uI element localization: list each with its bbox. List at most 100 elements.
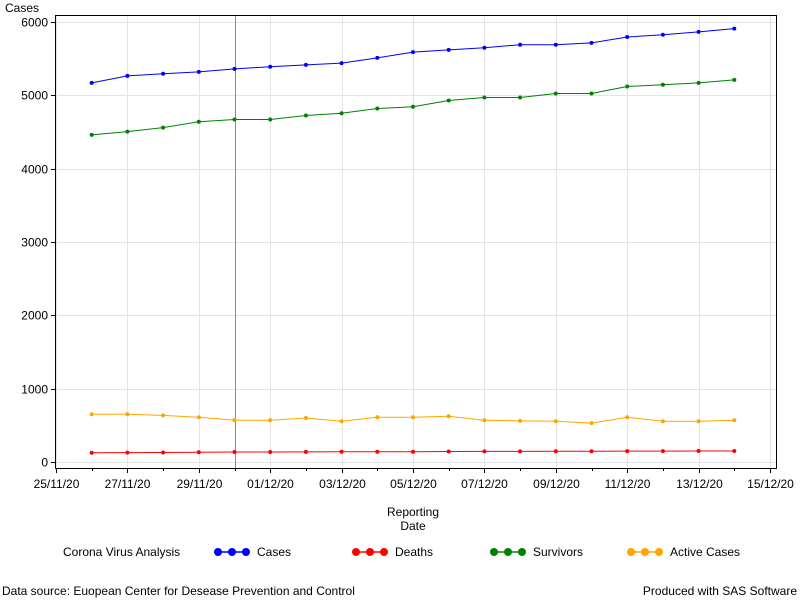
legend-swatch-survivors: [490, 548, 526, 556]
point-survivors-18: [732, 77, 737, 82]
point-survivors-17: [696, 80, 701, 85]
point-cases-14: [589, 40, 594, 45]
point-cases-16: [660, 32, 665, 37]
point-cases-8: [375, 55, 380, 60]
point-cases-2: [161, 71, 166, 76]
x-tick-label-13-12-20: 13/12/20: [676, 477, 723, 491]
point-deaths-7: [339, 449, 344, 454]
point-cases-4: [232, 66, 237, 71]
point-deaths-6: [303, 449, 308, 454]
point-survivors-6: [303, 113, 308, 118]
y-tick-label-3000: 3000: [21, 236, 48, 250]
point-active-cases-14: [589, 421, 594, 426]
legend-swatch-dot-cases-0: [214, 548, 222, 556]
point-active-cases-3: [196, 415, 201, 420]
legend-swatch-deaths: [352, 548, 388, 556]
point-survivors-14: [589, 91, 594, 96]
point-deaths-18: [732, 449, 737, 453]
point-deaths-5: [268, 450, 273, 454]
x-tick-label-25-11-20: 25/11/20: [34, 477, 80, 491]
legend-swatch-dot-cases-2: [242, 548, 250, 556]
point-deaths-13: [553, 449, 558, 454]
legend-swatch-dot-survivors-1: [504, 548, 512, 556]
point-active-cases-13: [553, 419, 558, 424]
footnote-data-source: Data source: Euopean Center for Desease …: [2, 584, 355, 598]
point-survivors-0: [89, 132, 94, 137]
axes: 0 1000 2000 3000 4000 5000 6000 25/11/20 27/11/2…: [21, 16, 794, 492]
point-cases-3: [196, 69, 201, 74]
legend-label-cases: Cases: [257, 545, 292, 559]
point-cases-5: [268, 64, 273, 69]
point-survivors-16: [660, 82, 665, 87]
point-survivors-3: [196, 119, 201, 124]
legend-item-deaths: Deaths: [352, 545, 433, 559]
legend-swatch-dot-cases-1: [228, 548, 236, 556]
point-deaths-1: [125, 450, 130, 455]
x-tick-label-09-12-20: 09/12/20: [533, 477, 580, 491]
point-active-cases-12: [518, 418, 523, 423]
point-cases-12: [518, 42, 523, 47]
point-survivors-8: [375, 106, 380, 111]
x-tick-label-03-12-20: 03/12/20: [319, 477, 366, 491]
legend-swatch-dot-deaths-2: [380, 548, 388, 556]
y-tick-label-6000: 6000: [21, 16, 48, 30]
point-active-cases-15: [625, 415, 630, 420]
x-tick-label-15-12-20: 15/12/20: [747, 477, 794, 491]
legend-title: Corona Virus Analysis: [63, 545, 181, 559]
point-deaths-0: [89, 450, 94, 455]
point-deaths-8: [375, 449, 380, 454]
legend-swatch-dot-survivors-2: [518, 548, 526, 556]
point-active-cases-2: [161, 413, 166, 418]
point-survivors-7: [339, 111, 344, 116]
legend-swatch-active-cases: [627, 548, 663, 556]
x-axis-label-line1: Reporting: [387, 505, 439, 519]
point-deaths-17: [696, 449, 701, 453]
point-survivors-5: [268, 117, 273, 122]
point-active-cases-8: [375, 415, 380, 420]
x-tick-label-07-12-20: 07/12/20: [461, 477, 508, 491]
y-tick-label-5000: 5000: [21, 89, 48, 103]
point-active-cases-1: [125, 412, 130, 417]
legend-label-survivors: Survivors: [533, 545, 584, 559]
x-tick-label-29-11-20: 29/11/20: [177, 477, 223, 491]
point-deaths-4: [232, 450, 237, 454]
legend-swatch-dot-survivors-0: [490, 548, 498, 556]
point-active-cases-10: [446, 414, 451, 419]
point-cases-7: [339, 61, 344, 66]
point-deaths-11: [482, 449, 487, 454]
point-survivors-15: [625, 84, 630, 89]
point-cases-17: [696, 29, 701, 34]
point-deaths-14: [589, 449, 594, 454]
point-cases-10: [446, 47, 451, 52]
point-deaths-15: [625, 449, 630, 454]
y-tick-label-2000: 2000: [21, 309, 48, 323]
point-survivors-12: [518, 95, 523, 100]
point-survivors-4: [232, 117, 237, 122]
point-deaths-10: [446, 449, 451, 454]
point-deaths-9: [411, 449, 415, 454]
point-deaths-2: [161, 450, 166, 455]
point-active-cases-6: [303, 416, 308, 420]
point-cases-13: [553, 42, 558, 47]
point-cases-0: [89, 80, 94, 85]
legend-item-cases: Cases: [214, 545, 291, 559]
legend-swatch-dot-deaths-0: [352, 548, 360, 556]
point-survivors-13: [553, 91, 558, 96]
y-tick-label-1000: 1000: [21, 383, 48, 397]
legend-swatch-dot-active-cases-2: [655, 548, 663, 556]
legend: Corona Virus Analysis Cases Deaths Survi…: [0, 544, 800, 562]
x-tick-label-05-12-20: 05/12/20: [390, 477, 437, 491]
point-active-cases-7: [339, 419, 344, 424]
point-cases-6: [303, 62, 308, 67]
point-cases-1: [125, 73, 130, 78]
point-survivors-10: [446, 98, 451, 103]
legend-label-active-cases: Active Cases: [670, 545, 741, 559]
legend-swatch-dot-active-cases-1: [641, 548, 649, 556]
point-active-cases-17: [696, 419, 701, 424]
point-survivors-11: [482, 95, 487, 100]
y-tick-label-4000: 4000: [21, 163, 48, 177]
point-cases-9: [411, 50, 415, 55]
point-cases-11: [482, 45, 487, 50]
x-tick-label-11-12-20: 11/12/20: [605, 477, 651, 491]
